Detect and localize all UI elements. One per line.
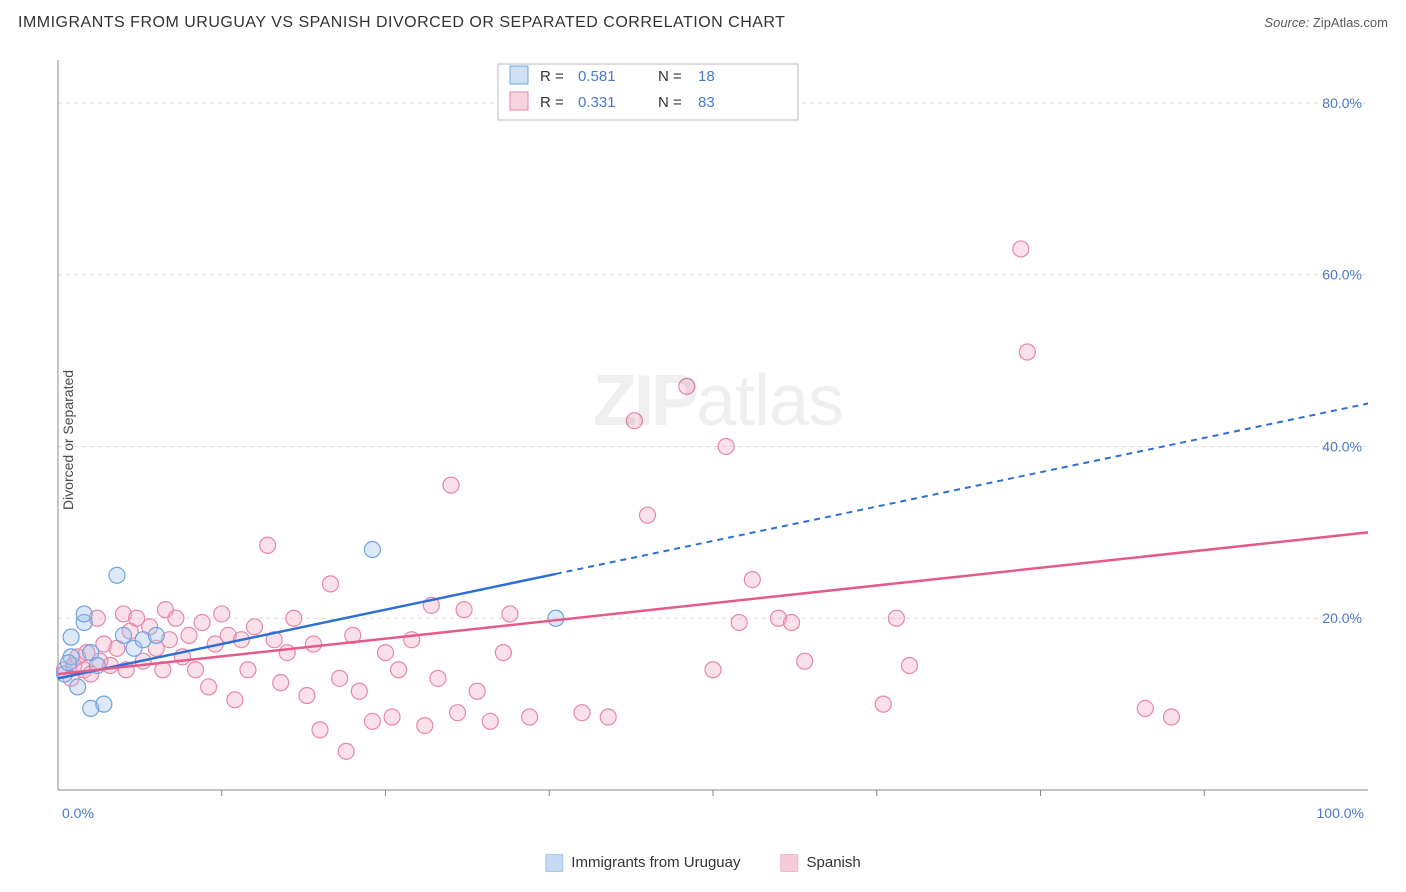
chart-title: IMMIGRANTS FROM URUGUAY VS SPANISH DIVOR…	[18, 14, 785, 32]
data-point	[417, 718, 433, 734]
data-point	[109, 567, 125, 583]
x-tick-label: 100.0%	[1317, 805, 1364, 821]
data-point	[430, 670, 446, 686]
data-point	[286, 610, 302, 626]
data-point	[888, 610, 904, 626]
source-label: Source:	[1264, 15, 1309, 30]
data-point	[502, 606, 518, 622]
legend-n-value: 18	[698, 68, 715, 85]
data-point	[338, 743, 354, 759]
legend-label: Immigrants from Uruguay	[571, 854, 740, 871]
data-point	[797, 653, 813, 669]
data-point	[443, 477, 459, 493]
y-tick-label: 40.0%	[1322, 438, 1362, 454]
data-point	[299, 688, 315, 704]
legend-n-value: 83	[698, 94, 715, 111]
legend-r-value: 0.331	[578, 94, 616, 111]
data-point	[384, 709, 400, 725]
data-point	[332, 670, 348, 686]
data-point	[247, 619, 263, 635]
data-point	[70, 679, 86, 695]
data-point	[148, 627, 164, 643]
data-point	[305, 636, 321, 652]
data-point	[227, 692, 243, 708]
data-point	[482, 713, 498, 729]
data-point	[626, 413, 642, 429]
data-point	[875, 696, 891, 712]
legend-r-label: R =	[540, 94, 564, 111]
data-point	[168, 610, 184, 626]
data-point	[273, 675, 289, 691]
scatter-plot: 20.0% 40.0% 60.0% 80.0% 0.0% 100.0% R = 0.581 N …	[48, 50, 1388, 830]
legend-swatch	[545, 854, 563, 872]
data-point	[116, 627, 132, 643]
data-point	[391, 662, 407, 678]
data-point	[240, 662, 256, 678]
data-point	[378, 645, 394, 661]
data-point	[902, 657, 918, 673]
legend-label: Spanish	[807, 854, 861, 871]
data-point	[188, 662, 204, 678]
y-tick-label: 80.0%	[1322, 95, 1362, 111]
data-point	[784, 615, 800, 631]
data-point	[322, 576, 338, 592]
data-point	[181, 627, 197, 643]
data-point	[260, 537, 276, 553]
x-tick-label: 0.0%	[62, 805, 94, 821]
data-point	[456, 602, 472, 618]
legend-item: Immigrants from Uruguay	[545, 854, 740, 872]
data-point	[312, 722, 328, 738]
data-point	[351, 683, 367, 699]
regression-line-extrapolated	[556, 404, 1368, 574]
data-point	[1164, 709, 1180, 725]
series-legend: Immigrants from Uruguay Spanish	[545, 854, 860, 872]
data-point	[574, 705, 590, 721]
legend-r-label: R =	[540, 68, 564, 85]
data-point	[1013, 241, 1029, 257]
legend-n-label: N =	[658, 94, 682, 111]
legend-swatch	[510, 66, 528, 84]
regression-line	[58, 532, 1368, 674]
data-point	[450, 705, 466, 721]
data-point	[364, 713, 380, 729]
source-value: ZipAtlas.com	[1313, 15, 1388, 30]
data-point	[96, 696, 112, 712]
legend-n-label: N =	[658, 68, 682, 85]
data-point	[640, 507, 656, 523]
data-point	[76, 606, 92, 622]
data-point	[705, 662, 721, 678]
data-point	[364, 542, 380, 558]
legend-r-value: 0.581	[578, 68, 616, 85]
data-point	[279, 645, 295, 661]
legend-swatch	[510, 92, 528, 110]
y-tick-label: 60.0%	[1322, 267, 1362, 283]
data-point	[600, 709, 616, 725]
data-point	[548, 610, 564, 626]
data-point	[214, 606, 230, 622]
data-point	[718, 438, 734, 454]
data-point	[201, 679, 217, 695]
data-point	[522, 709, 538, 725]
source-credit: Source: ZipAtlas.com	[1264, 15, 1388, 30]
data-point	[679, 378, 695, 394]
data-point	[1137, 700, 1153, 716]
data-point	[495, 645, 511, 661]
data-point	[63, 629, 79, 645]
legend-item: Spanish	[781, 854, 861, 872]
y-tick-label: 20.0%	[1322, 610, 1362, 626]
data-point	[744, 572, 760, 588]
data-point	[469, 683, 485, 699]
legend-swatch	[781, 854, 799, 872]
data-point	[1019, 344, 1035, 360]
data-point	[60, 655, 76, 671]
data-point	[731, 615, 747, 631]
data-point	[194, 615, 210, 631]
